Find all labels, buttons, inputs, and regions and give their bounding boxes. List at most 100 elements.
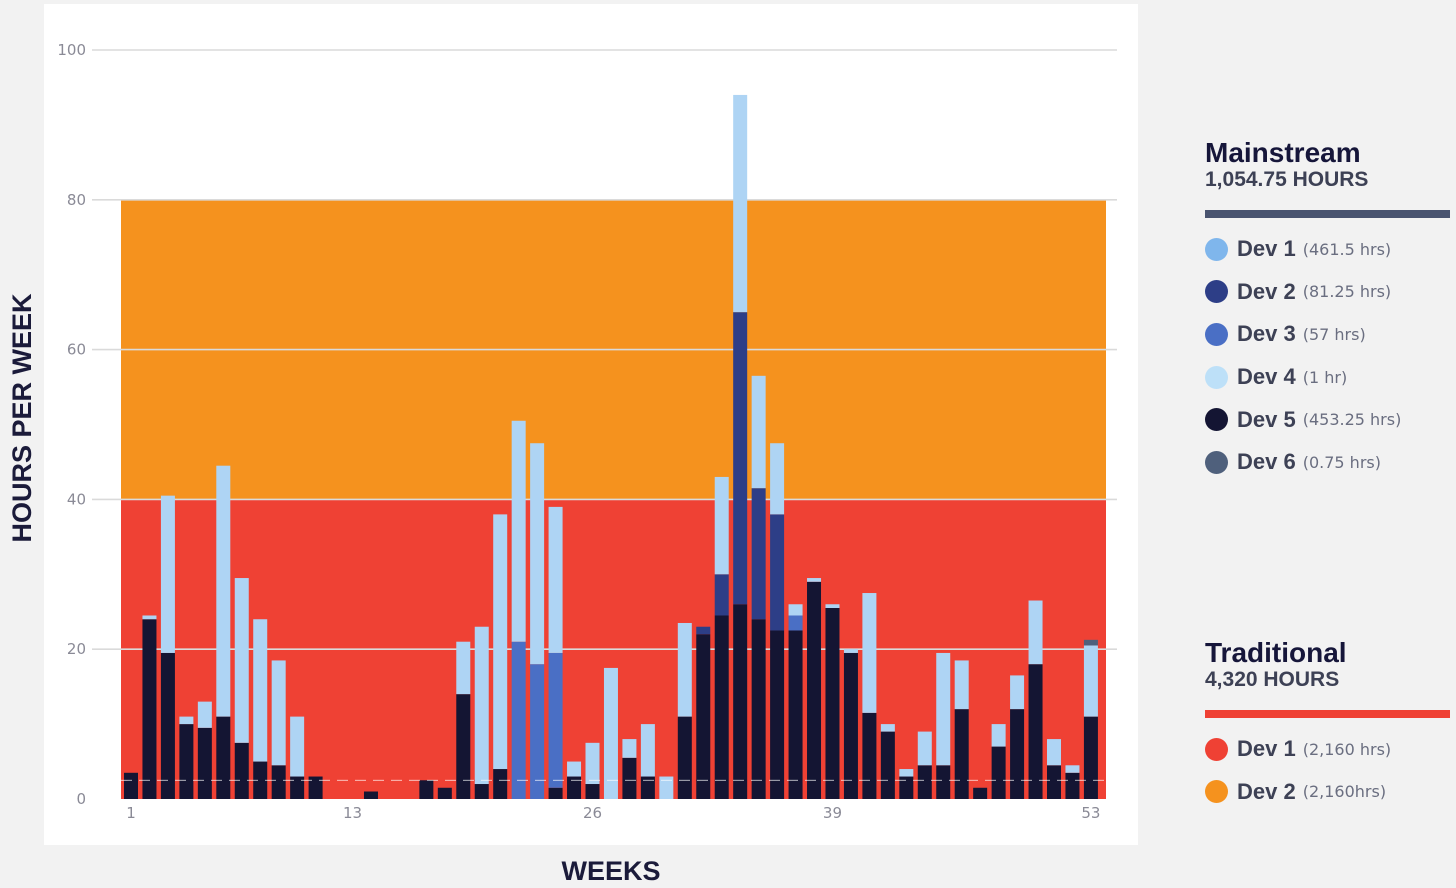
bar-week-3-dev-1 <box>160 495 175 653</box>
bar-week-53-dev-6 <box>1083 639 1098 646</box>
bar-week-9-dev-1 <box>271 660 286 766</box>
bar-week-49-dev-1 <box>1010 675 1025 710</box>
legend-item-name: Dev 4 <box>1237 364 1296 390</box>
y-tick-60: 60 <box>67 341 86 359</box>
legend-item-name: Dev 1 <box>1237 736 1296 762</box>
bar-week-22-dev-1 <box>511 420 526 642</box>
bar-week-43-dev-1 <box>899 769 914 777</box>
bar-week-31-dev-1 <box>677 622 692 717</box>
x-tick-labels: 1 13 26 39 53 <box>126 804 1100 822</box>
legend-swatch-icon <box>1205 408 1228 432</box>
bar-week-41-dev-5 <box>862 712 877 799</box>
legend-swatch-icon <box>1205 450 1228 474</box>
legend-traditional-items: Dev 1 (2,160 hrs) Dev 2 (2,160hrs) <box>1205 728 1450 813</box>
bar-week-36-dev-2 <box>770 514 785 631</box>
bar-week-44-dev-1 <box>917 731 932 766</box>
bar-week-27-dev-1 <box>603 667 618 799</box>
legend-item-name: Dev 1 <box>1237 236 1296 262</box>
bar-week-43-dev-5 <box>899 776 914 799</box>
bar-week-23-dev-1 <box>530 443 545 665</box>
bar-week-37-dev-3 <box>788 615 803 631</box>
bar-week-4-dev-1 <box>179 716 194 725</box>
bar-week-53-dev-5 <box>1083 716 1098 799</box>
legend-item-hours: (1 hr) <box>1302 367 1348 387</box>
bar-week-1-dev-5 <box>124 772 138 799</box>
legend-item-hours: (81.25 hrs) <box>1302 282 1392 302</box>
bar-week-29-dev-5 <box>640 776 655 799</box>
legend-traditional-item-2: Dev 2 (2,160hrs) <box>1205 771 1450 814</box>
legend-item-hours: (461.5 hrs) <box>1302 239 1392 259</box>
bar-week-3-dev-5 <box>160 652 175 799</box>
bar-week-21-dev-5 <box>493 769 508 799</box>
bar-week-33-dev-2 <box>714 574 729 616</box>
bar-week-35-dev-2 <box>751 488 766 620</box>
legend-traditional-item-1: Dev 1 (2,160 hrs) <box>1205 728 1450 771</box>
y-tick-100: 100 <box>57 41 86 59</box>
y-tick-20: 20 <box>67 640 86 658</box>
bar-week-21-dev-1 <box>493 514 508 770</box>
bar-week-52-dev-1 <box>1065 765 1080 773</box>
bar-week-38-dev-1 <box>807 578 822 582</box>
bar-week-28-dev-1 <box>622 739 637 758</box>
legend-item-name: Dev 2 <box>1237 778 1296 804</box>
x-tick-1: 1 <box>126 804 136 822</box>
bar-week-36-dev-5 <box>770 630 785 799</box>
legend-swatch-icon <box>1205 322 1228 346</box>
bar-week-51-dev-5 <box>1047 765 1061 799</box>
bar-week-41-dev-1 <box>862 593 877 713</box>
bar-week-24-dev-5 <box>548 787 563 799</box>
legend-mainstream-item-4: Dev 4 (1 hr) <box>1205 356 1450 399</box>
legend-swatch-icon <box>1205 780 1228 804</box>
legend-item-hours: (2,160 hrs) <box>1302 739 1392 759</box>
bar-week-32-dev-2 <box>696 626 711 635</box>
legend-item-hours: (453.25 hrs) <box>1302 410 1402 430</box>
bar-week-46-dev-5 <box>954 709 969 799</box>
bar-week-29-dev-1 <box>640 724 655 777</box>
legend-item-name: Dev 5 <box>1237 406 1296 432</box>
bar-week-31-dev-5 <box>677 716 692 799</box>
legend-traditional-total: 4,320 HOURS <box>1205 668 1340 691</box>
bar-week-51-dev-1 <box>1047 739 1061 766</box>
bar-week-40-dev-1 <box>843 649 858 653</box>
y-tick-labels: 0 20 40 60 80 100 <box>57 41 86 808</box>
bar-week-35-dev-5 <box>751 619 766 799</box>
bar-week-26-dev-1 <box>585 742 600 785</box>
x-tick-26: 26 <box>583 804 602 822</box>
bar-week-19-dev-1 <box>456 641 471 695</box>
bar-week-20-dev-5 <box>474 784 489 799</box>
bar-week-10-dev-5 <box>290 776 305 799</box>
legend-mainstream-item-6: Dev 6 (0.75 hrs) <box>1205 441 1450 484</box>
legend-item-hours: (2,160hrs) <box>1302 782 1387 802</box>
legend-mainstream-item-2: Dev 2 (81.25 hrs) <box>1205 271 1450 314</box>
bar-week-40-dev-5 <box>843 652 858 799</box>
bar-week-45-dev-5 <box>936 765 951 799</box>
legend-traditional-title: Traditional <box>1205 637 1347 668</box>
y-axis-title: HOURS PER WEEK <box>7 293 37 543</box>
legend-item-name: Dev 6 <box>1237 449 1296 475</box>
bar-week-4-dev-5 <box>179 724 194 799</box>
bar-week-37-dev-1 <box>788 604 803 616</box>
bar-week-17-dev-5 <box>419 780 434 799</box>
bar-week-34-dev-2 <box>733 312 748 605</box>
x-tick-39: 39 <box>823 804 842 822</box>
bar-week-6-dev-5 <box>216 716 231 799</box>
bar-week-7-dev-1 <box>234 578 249 743</box>
bar-week-2-dev-1 <box>142 615 157 620</box>
bar-week-5-dev-1 <box>197 701 212 728</box>
bar-week-24-dev-3 <box>548 652 563 788</box>
bars <box>121 94 1106 799</box>
gridlines <box>92 49 1117 651</box>
legend-mainstream-total: 1,054.75 HOURS <box>1205 168 1369 191</box>
bar-week-18-dev-5 <box>437 787 452 799</box>
legend-mainstream-items: Dev 1 (461.5 hrs) Dev 2 (81.25 hrs) Dev 3 (57… <box>1205 228 1450 484</box>
bar-week-45-dev-1 <box>936 652 951 766</box>
bar-week-39-dev-5 <box>825 608 840 799</box>
legend-swatch-icon <box>1205 737 1228 761</box>
bar-week-42-dev-1 <box>880 724 895 732</box>
bar-week-50-dev-1 <box>1028 600 1043 665</box>
x-axis-title: WEEKS <box>561 856 660 886</box>
bar-week-7-dev-5 <box>234 742 249 799</box>
bar-week-30-dev-1 <box>659 776 674 799</box>
legend-mainstream-rule <box>1205 210 1450 218</box>
